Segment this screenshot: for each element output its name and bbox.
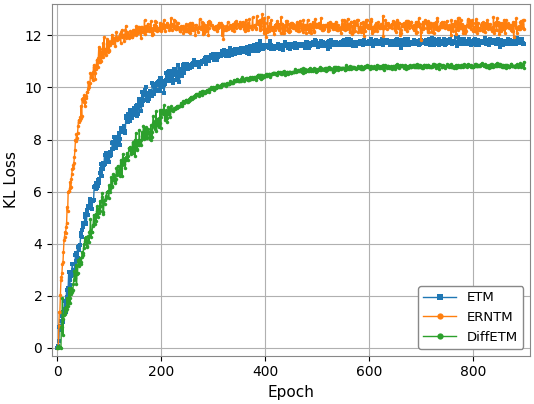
DiffETM	[387, 65, 393, 70]
DiffETM	[54, 345, 60, 350]
ERNTM	[254, 14, 260, 19]
ETM	[176, 72, 182, 76]
Line: ERNTM: ERNTM	[56, 13, 526, 349]
Line: ETM: ETM	[56, 36, 526, 349]
ETM	[105, 152, 112, 156]
ETM	[254, 42, 260, 47]
ERNTM	[176, 26, 182, 31]
DiffETM	[176, 104, 182, 109]
Legend: ETM, ERNTM, DiffETM: ETM, ERNTM, DiffETM	[418, 286, 523, 349]
Y-axis label: KL Loss: KL Loss	[4, 152, 19, 208]
DiffETM	[457, 65, 464, 69]
DiffETM	[521, 65, 527, 70]
DiffETM	[406, 64, 412, 69]
DiffETM	[521, 59, 527, 64]
DiffETM	[254, 75, 260, 80]
ETM	[521, 42, 527, 46]
ERNTM	[387, 23, 394, 28]
ERNTM	[458, 17, 464, 22]
ERNTM	[105, 38, 112, 43]
Line: DiffETM: DiffETM	[56, 60, 526, 349]
ETM	[458, 36, 464, 41]
ETM	[387, 42, 393, 46]
ERNTM	[259, 12, 265, 17]
DiffETM	[105, 189, 112, 194]
ERNTM	[521, 27, 527, 32]
ETM	[455, 35, 461, 40]
ERNTM	[406, 21, 413, 26]
X-axis label: Epoch: Epoch	[268, 385, 315, 400]
ETM	[406, 40, 412, 45]
ETM	[54, 345, 60, 350]
ERNTM	[54, 345, 60, 350]
